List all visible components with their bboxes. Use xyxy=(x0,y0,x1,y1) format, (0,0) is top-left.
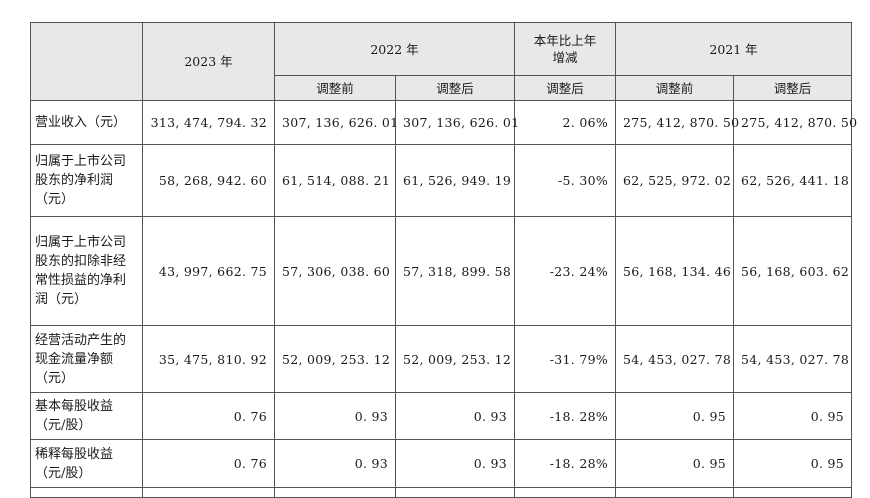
cell-2022-before: 307, 136, 626. 01 xyxy=(274,100,398,145)
header-2022-after: 调整后 xyxy=(394,75,516,101)
cutoff-cell xyxy=(274,487,396,498)
cell-2022-after: 0. 93 xyxy=(394,439,516,488)
cutoff-cell xyxy=(733,487,853,498)
cell-2023: 0. 76 xyxy=(142,392,275,440)
cutoff-cell xyxy=(514,487,617,498)
cell-change: -18. 28% xyxy=(514,439,617,488)
cell-change: -18. 28% xyxy=(514,392,617,440)
cell-2021-before: 0. 95 xyxy=(615,439,735,488)
header-change: 本年比上年增减 xyxy=(514,22,617,76)
cell-2023: 43, 997, 662. 75 xyxy=(142,216,275,326)
row-label: 基本每股收益（元/股） xyxy=(30,392,143,440)
cell-2023: 58, 268, 942. 60 xyxy=(142,144,275,217)
table-row: 营业收入（元） 313, 474, 794. 32 307, 136, 626.… xyxy=(30,100,857,145)
table-row: 稀释每股收益（元/股） 0. 76 0. 93 0. 93 -18. 28% 0… xyxy=(30,439,853,488)
cell-2021-before: 0. 95 xyxy=(615,392,735,440)
table-row: 归属于上市公司股东的净利润（元） 58, 268, 942. 60 61, 51… xyxy=(30,144,853,217)
cell-2021-before: 275, 412, 870. 50 xyxy=(615,100,739,145)
cell-2022-after: 52, 009, 253. 12 xyxy=(394,325,516,393)
table-row-cutoff xyxy=(30,487,853,498)
cutoff-cell xyxy=(142,487,275,498)
cell-2022-before: 61, 514, 088. 21 xyxy=(274,144,396,217)
cell-change: -31. 79% xyxy=(514,325,617,393)
cell-2022-after: 61, 526, 949. 19 xyxy=(394,144,516,217)
cell-2021-after: 62, 526, 441. 18 xyxy=(733,144,853,217)
header-2021-after: 调整后 xyxy=(733,75,853,101)
cell-2021-after: 0. 95 xyxy=(733,392,853,440)
cell-change: -23. 24% xyxy=(514,216,617,326)
cell-change: -5. 30% xyxy=(514,144,617,217)
header-year-2023: 2023 年 xyxy=(142,22,275,101)
financial-data-table: 2023 年 2022 年 本年比上年增减 2021 年 调整前 调整后 调整后… xyxy=(30,22,857,498)
row-label: 经营活动产生的现金流量净额（元） xyxy=(30,325,143,393)
header-blank-cell xyxy=(30,22,143,101)
cell-2021-before: 62, 525, 972. 02 xyxy=(615,144,735,217)
cell-2021-after: 275, 412, 870. 50 xyxy=(733,100,857,145)
table-row: 归属于上市公司股东的扣除非经常性损益的净利润（元） 43, 997, 662. … xyxy=(30,216,853,326)
row-label: 归属于上市公司股东的净利润（元） xyxy=(30,144,143,217)
cell-2023: 0. 76 xyxy=(142,439,275,488)
cutoff-cell xyxy=(615,487,735,498)
cell-change: 2. 06% xyxy=(514,100,617,145)
cell-2021-after: 0. 95 xyxy=(733,439,853,488)
header-row-years: 2023 年 2022 年 本年比上年增减 2021 年 xyxy=(30,22,853,101)
cell-2021-after: 56, 168, 603. 62 xyxy=(733,216,853,326)
cell-2022-before: 0. 93 xyxy=(274,392,396,440)
cell-2023: 313, 474, 794. 32 xyxy=(142,100,275,145)
header-year-2021: 2021 年 xyxy=(615,22,853,76)
header-row-adjust: 调整前 调整后 调整后 调整前 调整后 xyxy=(31,75,853,101)
cell-2021-before: 54, 453, 027. 78 xyxy=(615,325,735,393)
row-label: 营业收入（元） xyxy=(30,100,143,145)
header-year-2022: 2022 年 xyxy=(273,22,516,76)
cell-2021-before: 56, 168, 134. 46 xyxy=(615,216,735,326)
row-label: 稀释每股收益（元/股） xyxy=(30,439,143,488)
cell-2022-before: 52, 009, 253. 12 xyxy=(274,325,396,393)
row-label: 归属于上市公司股东的扣除非经常性损益的净利润（元） xyxy=(30,216,143,326)
cell-2023: 35, 475, 810. 92 xyxy=(142,325,275,393)
header-2021-before: 调整前 xyxy=(615,75,735,101)
cell-2022-before: 57, 306, 038. 60 xyxy=(274,216,396,326)
table-row: 经营活动产生的现金流量净额（元） 35, 475, 810. 92 52, 00… xyxy=(30,325,853,393)
cell-2022-after: 307, 136, 626. 01 xyxy=(394,100,519,145)
header-change-after: 调整后 xyxy=(514,75,617,101)
cell-2022-after: 0. 93 xyxy=(394,392,516,440)
table-row: 基本每股收益（元/股） 0. 76 0. 93 0. 93 -18. 28% 0… xyxy=(30,392,853,440)
cell-2022-before: 0. 93 xyxy=(274,439,396,488)
header-2022-before: 调整前 xyxy=(274,75,396,101)
cell-2022-after: 57, 318, 899. 58 xyxy=(394,216,516,326)
cell-2021-after: 54, 453, 027. 78 xyxy=(733,325,853,393)
cutoff-cell xyxy=(30,487,143,498)
cutoff-cell xyxy=(394,487,516,498)
